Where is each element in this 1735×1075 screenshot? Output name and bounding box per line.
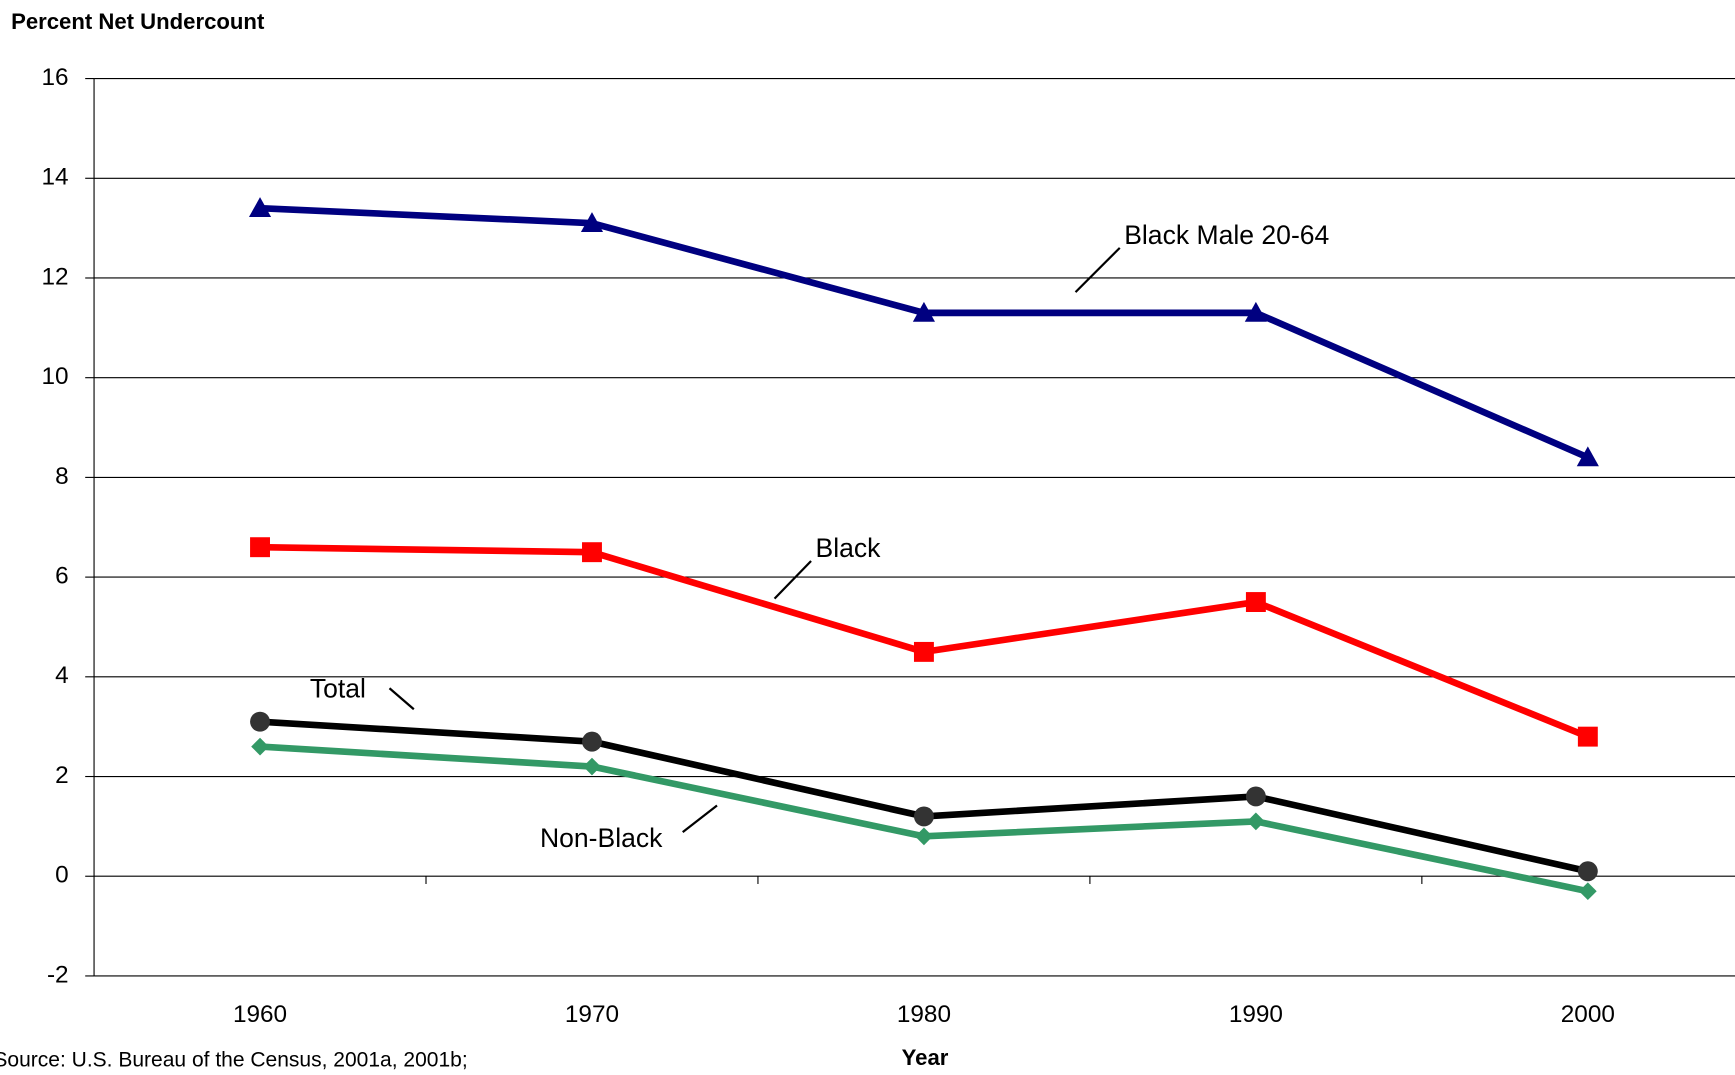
series-line: [259, 204, 1590, 461]
marker: [1577, 726, 1598, 747]
marker: [582, 542, 602, 563]
y-tick-label: 10: [42, 363, 69, 390]
x-axis-title: Year: [902, 1045, 949, 1070]
marker: [582, 731, 602, 752]
y-tick-label: 6: [55, 563, 69, 590]
arrow: [682, 804, 718, 833]
y-tick-label: 2: [55, 762, 69, 789]
marker: [580, 212, 604, 232]
x-tick-label: 2000: [1561, 1001, 1615, 1028]
series-line: [259, 543, 1590, 740]
x-tick-label: 1990: [1229, 1001, 1283, 1028]
marker: [912, 301, 935, 322]
y-tick-label: 4: [55, 662, 69, 689]
y-tick-label: 16: [42, 64, 69, 91]
source-note: Source: U.S. Bureau of the Census, 2001a…: [0, 1049, 468, 1070]
marker: [251, 737, 269, 756]
annotation-arrows: [388, 247, 1121, 833]
marker: [1244, 301, 1267, 322]
y-tick-label: 12: [42, 263, 69, 290]
y-tick-label: 0: [55, 862, 69, 889]
x-tick-label: 1960: [233, 1001, 287, 1028]
y-tick-label: 8: [55, 463, 69, 490]
marker: [250, 711, 270, 732]
arrow: [1074, 247, 1121, 293]
marker: [1577, 861, 1598, 882]
series-label: Black: [815, 533, 881, 563]
marker: [1576, 446, 1599, 467]
series-label: Total: [310, 673, 366, 703]
marker: [913, 641, 934, 662]
series-label: Black Male 20-64: [1124, 220, 1329, 250]
x-tick-label: 1970: [565, 1001, 619, 1028]
series-label: Non-Black: [540, 823, 663, 853]
marker: [1245, 786, 1266, 807]
x-tick-label: 1980: [897, 1001, 951, 1028]
marker: [583, 757, 601, 776]
marker: [1247, 812, 1265, 831]
arrow: [773, 560, 812, 600]
y-axis-title: Percent Net Undercount: [11, 9, 265, 34]
marker: [1578, 882, 1597, 901]
arrow: [388, 687, 415, 711]
y-tick-label: -2: [47, 961, 69, 988]
marker: [1245, 592, 1266, 612]
marker: [250, 537, 270, 558]
y-tick-label: 14: [42, 164, 69, 191]
marker: [248, 197, 272, 218]
marker: [913, 806, 934, 827]
marker: [915, 827, 933, 846]
